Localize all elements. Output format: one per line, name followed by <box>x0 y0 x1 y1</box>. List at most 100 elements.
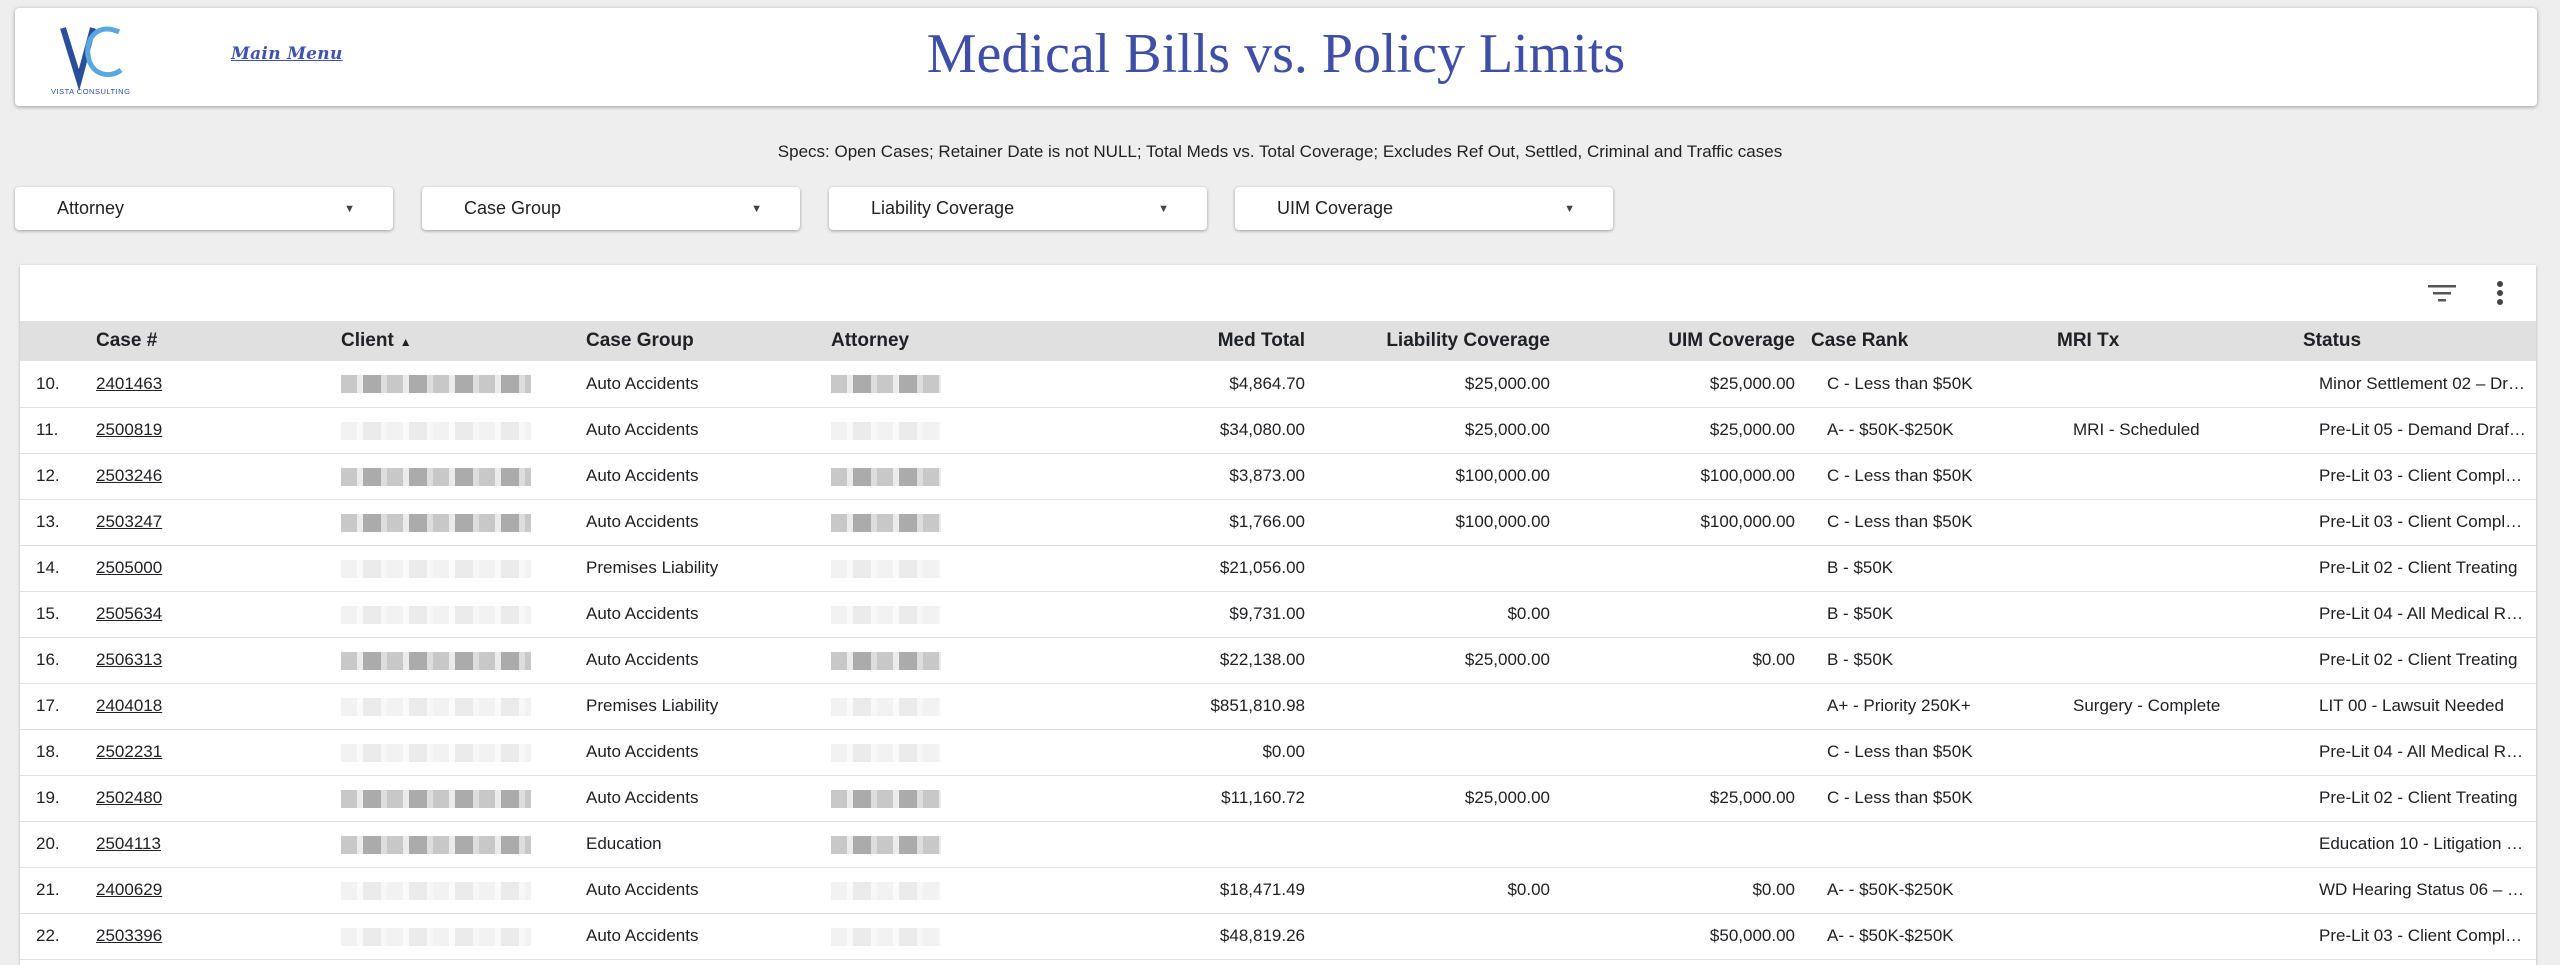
filter-label: Attorney <box>57 198 125 218</box>
page-title: Medical Bills vs. Policy Limits <box>926 23 1626 85</box>
attorney-cell <box>823 821 1068 868</box>
table-row[interactable]: 13. 2503247 Auto Accidents $1,766.00 $100,00… <box>20 499 2536 546</box>
med-total-cell: $22,138.00 <box>1068 637 1313 684</box>
cases-table-card: Case # Client ▲ Case Group Attorney Med T… <box>20 265 2536 965</box>
column-header-mri-tx[interactable]: MRI Tx <box>2049 321 2295 361</box>
case-group-cell: Premises Liability <box>578 683 823 730</box>
case-number-link[interactable]: 2401463 <box>96 373 163 393</box>
liability-coverage-cell: $25,000.00 <box>1313 775 1558 822</box>
column-header-case-group[interactable]: Case Group <box>578 321 823 361</box>
mri-tx-cell <box>2049 545 2295 592</box>
table-row[interactable]: 19. 2502480 Auto Accidents $11,160.72 $25,00… <box>20 775 2536 822</box>
case-rank-cell: A- - $50K-$250K <box>1803 867 2049 914</box>
liability-coverage-filter[interactable]: Liability Coverage ▼ <box>829 187 1207 230</box>
table-row[interactable]: 11. 2500819 Auto Accidents $34,080.00 $25,00… <box>20 407 2536 454</box>
client-cell <box>333 821 578 868</box>
column-header-rownum <box>20 321 88 361</box>
redacted-client-name <box>341 651 531 670</box>
column-header-uim-coverage[interactable]: UIM Coverage <box>1558 321 1803 361</box>
uim-coverage-cell: $25,000.00 <box>1558 361 1803 408</box>
liability-coverage-cell <box>1313 683 1558 730</box>
uim-coverage-cell: $25,000.00 <box>1558 775 1803 822</box>
uim-coverage-cell: $50,000.00 <box>1558 913 1803 960</box>
column-header-status[interactable]: Status <box>2295 321 2536 361</box>
mri-tx-cell <box>2049 729 2295 776</box>
filter-icon[interactable] <box>2428 279 2456 307</box>
case-number-link[interactable]: 2506313 <box>96 650 163 669</box>
column-header-case-rank[interactable]: Case Rank <box>1803 321 2049 361</box>
redacted-attorney-name <box>831 605 941 624</box>
case-number-link[interactable]: 2500819 <box>96 420 163 439</box>
table-row[interactable]: 21. 2400629 Auto Accidents $18,471.49 $0.00 $… <box>20 867 2536 914</box>
table-row[interactable]: 16. 2506313 Auto Accidents $22,138.00 $25,00… <box>20 637 2536 684</box>
column-header-label: Client <box>341 330 394 351</box>
med-total-cell: $21,056.00 <box>1068 545 1313 592</box>
case-number-link[interactable]: 2505000 <box>96 558 163 577</box>
mri-tx-cell <box>2049 775 2295 822</box>
status-cell: Education 10 - Litigation - L... <box>2295 821 2536 868</box>
liability-coverage-cell: $25,000.00 <box>1313 361 1558 408</box>
table-row[interactable]: 10. 2401463 Auto Accidents $4,864.70 $25,000… <box>20 361 2536 408</box>
case-group-cell: Auto Accidents <box>578 407 823 454</box>
main-menu-link[interactable]: Main Menu <box>231 44 343 64</box>
uim-coverage-cell: $100,000.00 <box>1558 499 1803 546</box>
case-rank-cell: B - $50K <box>1803 591 2049 638</box>
uim-coverage-cell <box>1558 821 1803 868</box>
row-number: 17. <box>20 683 88 730</box>
case-number-link[interactable]: 2504113 <box>96 834 161 853</box>
case-group-cell: Auto Accidents <box>578 775 823 822</box>
attorney-filter[interactable]: Attorney ▼ <box>15 187 393 230</box>
case-number-link[interactable]: 2505634 <box>96 604 163 623</box>
table-row[interactable]: 14. 2505000 Premises Liability $21,056.00 B … <box>20 545 2536 592</box>
case-number-link[interactable]: 2503247 <box>96 512 163 531</box>
filter-label: UIM Coverage <box>1277 198 1394 218</box>
client-cell <box>333 775 578 822</box>
dropdown-caret-icon: ▼ <box>1158 202 1169 215</box>
case-number-link[interactable]: 2400629 <box>96 880 163 899</box>
case-number-link[interactable]: 2502231 <box>96 742 163 761</box>
case-number-cell: 2505000 <box>88 545 333 592</box>
case-number-link[interactable]: 2503396 <box>96 926 163 945</box>
uim-coverage-cell <box>1558 729 1803 776</box>
column-header-client[interactable]: Client ▲ <box>333 321 578 361</box>
case-group-filter[interactable]: Case Group ▼ <box>422 187 800 230</box>
uim-coverage-cell: $100,000.00 <box>1558 453 1803 500</box>
table-row[interactable]: 18. 2502231 Auto Accidents $0.00 C - Less th… <box>20 729 2536 776</box>
mri-tx-cell <box>2049 913 2295 960</box>
table-row[interactable]: 12. 2503246 Auto Accidents $3,873.00 $100,00… <box>20 453 2536 500</box>
redacted-client-name <box>341 743 531 762</box>
liability-coverage-cell: $0.00 <box>1313 591 1558 638</box>
case-number-link[interactable]: 2404018 <box>96 696 163 715</box>
mri-tx-cell <box>2049 453 2295 500</box>
status-cell: Pre-Lit 02 - Client Treating <box>2295 545 2536 592</box>
mri-tx-cell <box>2049 499 2295 546</box>
table-row[interactable]: 22. 2503396 Auto Accidents $48,819.26 $50,00… <box>20 913 2536 960</box>
status-cell: Minor Settlement 02 – Draf... <box>2295 361 2536 408</box>
liability-coverage-cell: $100,000.00 <box>1313 499 1558 546</box>
column-header-med-total[interactable]: Med Total <box>1068 321 1313 361</box>
column-header-case[interactable]: Case # <box>88 321 333 361</box>
case-rank-cell: C - Less than $50K <box>1803 499 2049 546</box>
column-header-attorney[interactable]: Attorney <box>823 321 1068 361</box>
redacted-attorney-name <box>831 375 941 394</box>
case-number-cell: 2503246 <box>88 453 333 500</box>
table-row[interactable]: 20. 2504113 Education Education 10 - Litiga… <box>20 821 2536 868</box>
table-row[interactable]: 17. 2404018 Premises Liability $851,810.98 A… <box>20 683 2536 730</box>
med-total-cell: $11,160.72 <box>1068 775 1313 822</box>
redacted-client-name <box>341 513 531 532</box>
table-row[interactable]: 15. 2505634 Auto Accidents $9,731.00 $0.00 B … <box>20 591 2536 638</box>
column-header-liability-coverage[interactable]: Liability Coverage <box>1313 321 1558 361</box>
case-rank-cell: C - Less than $50K <box>1803 729 2049 776</box>
more-vert-icon[interactable] <box>2486 279 2514 307</box>
attorney-cell <box>823 453 1068 500</box>
mri-tx-cell: Surgery - Complete <box>2049 683 2295 730</box>
redacted-attorney-name <box>831 789 941 808</box>
uim-coverage-filter[interactable]: UIM Coverage ▼ <box>1235 187 1613 230</box>
case-number-link[interactable]: 2502480 <box>96 788 163 807</box>
med-total-cell: $9,731.00 <box>1068 591 1313 638</box>
med-total-cell: $0.00 <box>1068 729 1313 776</box>
case-number-link[interactable]: 2503246 <box>96 466 163 485</box>
case-rank-cell: A+ - Priority 250K+ <box>1803 683 2049 730</box>
row-number: 18. <box>20 729 88 776</box>
redacted-client-name <box>341 881 531 900</box>
